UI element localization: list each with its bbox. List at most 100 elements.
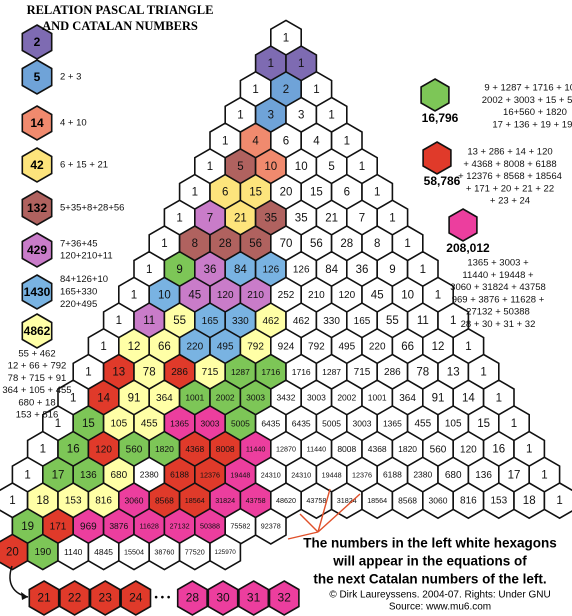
cell-number: 15 [310,187,323,199]
cell-number: 1 [328,110,334,122]
cell-number: 13 [447,367,460,379]
catalan-number: 1430 [24,285,51,299]
cell-number: 50388 [200,522,220,531]
cell-number: 455 [141,419,158,430]
cell-number: 1 [222,135,228,147]
cell-number: 1 [100,341,106,353]
catalan-number: 2 [34,35,41,49]
cell-number: 15504 [124,547,144,556]
pointer [299,513,319,533]
tail-number: 22 [68,591,82,605]
cell-number: 35 [264,212,277,224]
cell-number: 1 [389,212,395,224]
cell-number: 1001 [185,393,204,403]
cell-number: 1 [176,212,182,224]
cell-number: 1 [283,33,289,45]
equation: 680 + 18 [18,397,55,408]
cell-number: 5 [328,161,334,173]
hexagon [28,580,60,616]
tail-number: 28 [186,591,200,605]
cell-number: 17 [52,469,65,481]
tail-number: 30 [216,591,230,605]
cell-number: 680 [110,470,127,481]
cell-number: 1 [268,58,274,70]
title: AND CATALAN NUMBERS [42,19,198,33]
catalan-number: 14 [30,116,44,130]
cell-number: 36 [356,264,369,276]
catalan-number: 58,786 [424,174,461,188]
cell-number: 10 [264,161,277,173]
hexagon [176,580,208,616]
legend-hexagon [448,208,478,242]
equation: 969 + 3876 + 11628 + [452,294,545,305]
cell-number: 55 [173,315,186,327]
cell-number: 66 [158,341,171,353]
legend-hexagon [21,105,53,141]
hexagon [209,533,242,571]
cell-number: 78 [416,367,429,379]
catalan-number: 16,796 [422,111,459,125]
equation: 27132 + 50388 [466,307,530,318]
legend-hexagon [21,147,53,183]
cell-number: 252 [278,290,295,301]
cell-number: 10 [158,290,171,302]
cell-number: 4845 [94,547,113,557]
hexagon [59,580,91,616]
cell-number: 120 [95,444,112,455]
cell-number: 3003 [246,393,265,403]
cell-number: 6435 [292,418,311,428]
cell-number: 12376 [352,470,372,479]
tail-number: 31 [247,591,261,605]
cell-number: 9 [389,264,395,276]
cell-number: 19448 [230,470,250,479]
equation: + 4368 + 8008 + 6188 [463,159,556,170]
cell-number: 1287 [231,367,250,377]
equation: 1365 + 3003 + [467,258,529,269]
equation: 28 + 30 + 31 + 32 [461,319,536,330]
cell-number: 56 [310,238,323,250]
cell-number: 11 [417,315,429,327]
cell-number: 2002 [337,393,356,403]
tail-number: 24 [129,591,143,605]
cell-number: 165 [354,316,371,327]
catalan-number: 5 [34,70,41,84]
hexagon [543,482,572,520]
cell-number: 55 [386,315,399,327]
equation: 2 + 3 [60,72,81,83]
cell-number: 7 [207,212,213,224]
cell-number: 77520 [185,547,205,556]
cell-number: 10 [401,290,414,302]
cell-number: 4368 [368,444,387,454]
cell-number: 24310 [261,470,281,479]
cell-number: 1 [237,110,243,122]
cell-number: 5 [237,161,243,173]
cell-number: 462 [293,316,310,327]
credit: Source: www.mu6.com [389,602,491,613]
equation: 84+126+10 [60,274,108,285]
cell-number: 220 [186,342,203,353]
cell-number: 286 [384,367,401,378]
cell-number: 495 [338,342,355,353]
legend-hexagon [21,24,53,60]
cell-number: 1 [511,418,517,430]
catalan-number: 4862 [24,324,51,338]
cell-number: 15 [82,418,95,430]
arrow-head [21,592,28,600]
cell-number: 8 [192,238,198,250]
cell-number: 8008 [216,444,235,454]
cell-number: 91 [128,392,141,404]
cell-number: 1 [192,187,198,199]
cell-number: 330 [232,316,249,327]
cell-number: 715 [354,367,371,378]
cell-number: 1365 [383,418,402,428]
equation: 4 + 10 [60,118,87,129]
cell-number: 2380 [140,470,159,480]
cell-number: 126 [262,264,279,275]
hexagon [89,580,121,616]
cell-number: 1716 [261,367,280,377]
pointer-lines [287,488,361,540]
cell-number: 165 [202,316,219,327]
cell-number: 84 [325,264,338,276]
cell-number: 14 [97,392,110,404]
